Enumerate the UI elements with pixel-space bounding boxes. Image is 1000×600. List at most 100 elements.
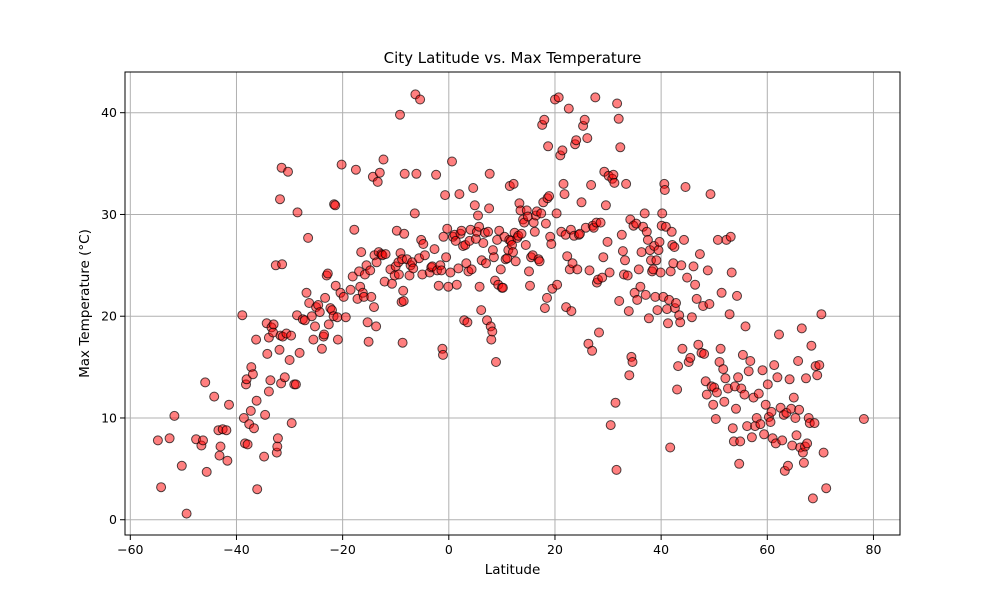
data-point [753,388,764,399]
data-point [409,208,420,219]
data-point [587,345,598,356]
data-point [762,379,773,390]
data-point [387,278,397,289]
data-point [469,200,480,211]
data-point [200,377,211,388]
data-point [633,264,644,275]
data-point [659,185,670,195]
data-point [726,267,737,278]
data-point [529,226,540,237]
data-point [330,200,341,211]
data-point [734,458,745,469]
data-point [474,221,485,232]
data-point [330,280,341,291]
data-point [699,348,710,359]
data-point [418,239,429,249]
data-point [720,373,731,384]
data-point [366,291,377,302]
data-point [615,142,626,153]
data-point [654,236,665,247]
data-point [594,327,604,338]
data-point [788,392,799,403]
data-point [372,176,383,187]
data-point [676,260,687,271]
data-point [369,302,379,313]
data-point [156,482,167,493]
data-point [310,321,320,332]
data-point [491,357,501,367]
data-point [398,296,409,306]
data-point [468,183,479,193]
data-point [632,294,643,305]
data-point [710,414,721,424]
y-tick-label: 0 [109,512,117,527]
data-point [611,464,622,475]
data-point [265,375,276,386]
data-point [508,178,519,189]
data-point [774,329,784,340]
data-point [685,352,696,363]
data-point [772,372,783,383]
data-point [794,404,805,415]
data-point [745,356,756,366]
data-point [279,372,290,383]
data-point [614,296,625,306]
data-point [209,391,220,402]
data-point [247,369,258,380]
data-point [440,190,451,201]
x-tick-label: 40 [653,542,669,557]
data-point [669,242,680,252]
data-point [680,182,691,192]
data-point [691,293,702,304]
data-point [620,255,630,266]
data-point [701,389,712,400]
y-axis-label: Max Temperature (°C) [77,229,93,378]
data-point [553,92,564,103]
data-point [542,292,552,303]
data-point [525,280,535,291]
data-point [277,259,288,270]
data-point [371,321,382,332]
data-point [443,281,454,292]
data-point [769,360,780,371]
data-point [274,344,285,355]
data-point [365,265,376,276]
data-point [737,349,748,360]
data-point [284,355,295,365]
data-point [431,169,442,180]
chart-title: City Latitude vs. Max Temperature [384,49,642,67]
data-point [595,217,606,228]
data-point [508,247,518,258]
data-point [286,418,297,429]
data-point [598,252,609,263]
data-point [675,317,686,328]
data-point [739,389,750,400]
data-point [733,372,744,383]
data-point [224,399,234,410]
data-point [602,236,613,247]
data-point [283,166,293,177]
data-point [574,228,585,239]
data-point [716,287,727,298]
data-point [419,250,430,261]
data-point [429,244,440,255]
plot-frame [124,71,901,536]
data-point [608,169,619,180]
data-point [488,252,499,263]
data-point [374,167,385,178]
data-point [711,387,722,398]
data-point [635,281,646,292]
data-point [484,168,495,179]
data-point [340,312,351,323]
data-point [727,423,738,434]
data-point [759,429,770,440]
data-point [640,289,651,300]
data-point [766,406,777,417]
data-point [673,361,684,372]
data-point [262,348,273,359]
data-point [551,208,562,219]
data-point [616,229,627,240]
data-point [688,261,699,272]
data-point [536,208,547,219]
data-point [395,109,405,120]
